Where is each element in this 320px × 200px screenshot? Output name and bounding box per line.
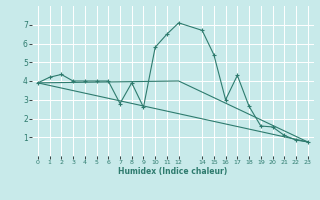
X-axis label: Humidex (Indice chaleur): Humidex (Indice chaleur): [118, 167, 228, 176]
